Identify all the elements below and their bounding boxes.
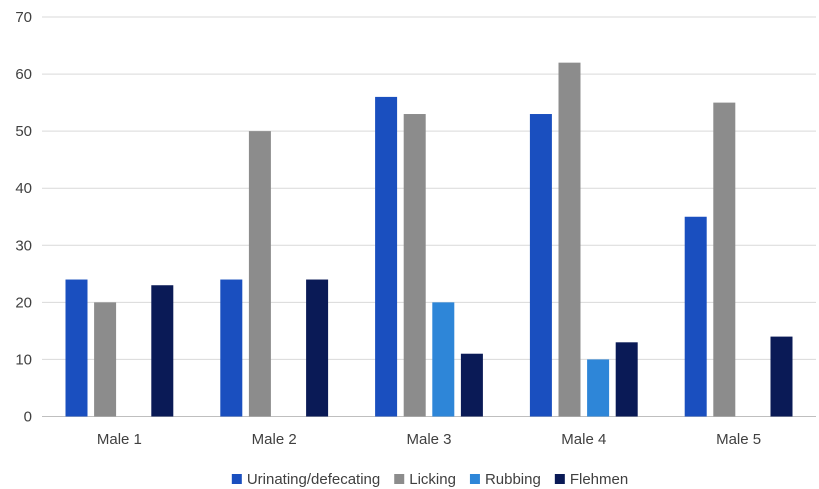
y-tick-label: 30 (15, 237, 32, 254)
x-tick-label: Male 2 (252, 431, 297, 448)
bar-flehmen-male-4 (615, 342, 638, 417)
y-tick-label: 70 (15, 9, 32, 26)
bar-licking-male-5 (713, 102, 736, 417)
bars (65, 62, 793, 417)
bar-urinating-defecating-male-2 (220, 279, 243, 417)
legend-swatch (231, 474, 242, 484)
bar-licking-male-4 (558, 62, 581, 417)
legend-item: Urinating/defecating (231, 471, 380, 488)
y-tick-label: 10 (15, 351, 32, 368)
bar-flehmen-male-1 (151, 285, 174, 417)
legend-label: Licking (409, 471, 456, 488)
legend-item: Rubbing (469, 471, 541, 488)
bar-licking-male-1 (94, 302, 117, 417)
bar-urinating-defecating-male-4 (529, 114, 552, 417)
legend-label: Flehmen (570, 471, 628, 488)
y-tick-label: 0 (24, 409, 32, 426)
bar-urinating-defecating-male-5 (684, 216, 707, 417)
x-tick-label: Male 4 (561, 431, 606, 448)
bar-urinating-defecating-male-1 (65, 279, 88, 417)
bar-flehmen-male-3 (460, 353, 483, 417)
bar-licking-male-3 (403, 114, 426, 417)
x-tick-label: Male 1 (97, 431, 142, 448)
bar-licking-male-2 (248, 131, 271, 417)
y-tick-label: 60 (15, 66, 32, 83)
bar-flehmen-male-2 (306, 279, 329, 417)
legend-swatch (469, 474, 480, 484)
x-tick-label: Male 3 (406, 431, 451, 448)
y-tick-label: 20 (15, 294, 32, 311)
y-tick-label: 40 (15, 180, 32, 197)
y-axis-ticks: 0 10 20 30 40 50 60 70 (15, 9, 32, 426)
x-axis-ticks: Male 1 Male 2 Male 3 Male 4 Male 5 (97, 431, 761, 448)
legend-swatch (554, 474, 565, 484)
legend-label: Urinating/defecating (247, 471, 380, 488)
y-tick-label: 50 (15, 123, 32, 140)
legend-item: Flehmen (554, 471, 628, 488)
bar-rubbing-male-4 (587, 359, 610, 417)
legend-swatch (394, 474, 405, 484)
bar-flehmen-male-5 (770, 336, 793, 417)
legend-label: Rubbing (485, 471, 541, 488)
legend-item: Licking (394, 471, 456, 488)
bar-rubbing-male-3 (432, 302, 455, 417)
x-tick-label: Male 5 (716, 431, 761, 448)
legend: Urinating/defecating Licking Rubbing Flehme… (231, 471, 628, 488)
bar-urinating-defecating-male-3 (375, 96, 398, 417)
